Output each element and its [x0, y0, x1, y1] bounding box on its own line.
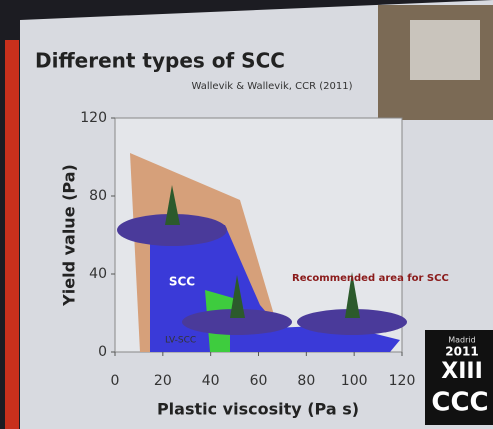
cone-base — [297, 309, 407, 335]
photo-truck — [410, 20, 480, 80]
x-tick-label: 120 — [389, 373, 416, 389]
x-tick-label: 80 — [297, 373, 315, 389]
logo-box — [425, 330, 493, 425]
y-tick-label: 120 — [80, 110, 107, 126]
annotation: SCC — [169, 275, 195, 289]
x-tick-label: 20 — [154, 373, 172, 389]
cone-base — [182, 309, 292, 335]
y-tick-label: 40 — [89, 266, 107, 282]
x-tick-label: 60 — [250, 373, 268, 389]
x-axis-label: Plastic viscosity (Pa s) — [157, 400, 359, 419]
annotation: Recommended area for SCC — [292, 273, 449, 284]
plot: SCC Recommended area for SCC LV-SCC — [117, 153, 449, 352]
x-tick-label: 0 — [111, 373, 120, 389]
x-tick-label: 40 — [202, 373, 220, 389]
cone — [345, 272, 360, 318]
logo-year: 2011 — [445, 345, 478, 359]
x-tick-label: 100 — [341, 373, 368, 389]
y-tick-label: 80 — [89, 188, 107, 204]
y-axis-label: Yield value (Pa) — [60, 164, 79, 307]
citation: Wallevik & Wallevik, CCR (2011) — [191, 81, 352, 92]
logo-edition: XIII — [441, 359, 483, 384]
cone — [165, 185, 180, 225]
slide-title: Different types of SCC — [35, 49, 285, 73]
side-bar — [5, 40, 19, 429]
annotation: LV-SCC — [165, 336, 196, 346]
y-tick-label: 0 — [98, 344, 107, 360]
cone-base — [117, 214, 227, 246]
logo: Madrid 2011 XIII CCC — [425, 330, 493, 425]
logo-name: CCC — [431, 388, 488, 418]
cone — [230, 275, 245, 318]
logo-city: Madrid — [448, 336, 475, 345]
